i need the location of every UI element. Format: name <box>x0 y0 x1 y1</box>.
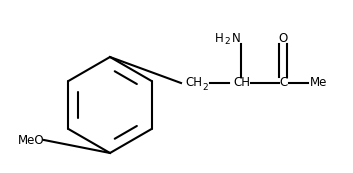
Text: H: H <box>215 31 224 44</box>
Text: C: C <box>279 76 287 89</box>
Text: MeO: MeO <box>18 134 44 147</box>
Text: 2: 2 <box>202 83 208 92</box>
Text: CH: CH <box>233 76 250 89</box>
Text: Me: Me <box>310 76 327 89</box>
Text: N: N <box>232 31 241 44</box>
Text: CH: CH <box>185 76 202 89</box>
Text: 2: 2 <box>224 38 229 47</box>
Text: O: O <box>279 31 288 44</box>
